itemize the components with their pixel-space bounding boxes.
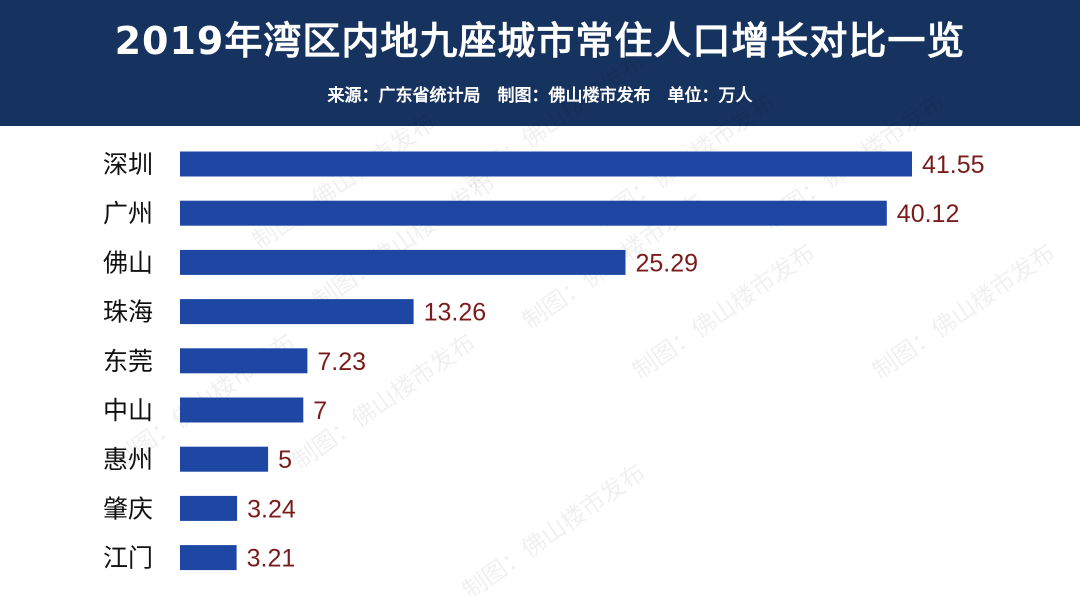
chart-header: 2019年湾区内地九座城市常住人口增长对比一览 来源：广东省统计局 制图：佛山楼…	[0, 0, 1080, 126]
bar	[180, 446, 269, 472]
chart-subtitle: 来源：广东省统计局 制图：佛山楼市发布 单位：万人	[327, 86, 753, 106]
bars-group: 深圳 41.55 广州 40.12 佛山 25.29 珠海 13.26 东莞 7.23 中山 7 惠州 5…	[103, 150, 985, 573]
bar	[180, 200, 887, 226]
bar	[180, 397, 304, 423]
value-label: 41.55	[922, 151, 985, 179]
bar	[180, 495, 238, 521]
watermark-text: 制图：佛山楼市发布	[457, 458, 650, 596]
value-label: 7.23	[317, 348, 366, 376]
value-label: 3.24	[247, 495, 296, 523]
watermark-text: 制图：佛山楼市发布	[867, 238, 1060, 385]
category-label: 肇庆	[103, 494, 153, 523]
bar	[180, 151, 912, 177]
category-label: 惠州	[103, 445, 153, 474]
category-label: 中山	[103, 396, 153, 425]
value-label: 13.26	[424, 299, 487, 327]
value-label: 5	[278, 446, 292, 474]
chart-title: 2019年湾区内地九座城市常住人口增长对比一览	[114, 19, 966, 63]
bar	[180, 545, 237, 571]
category-label: 深圳	[103, 150, 153, 179]
bar	[180, 249, 626, 275]
value-label: 7	[313, 397, 327, 425]
bar	[180, 348, 308, 374]
value-label: 25.29	[636, 249, 699, 277]
value-label: 3.21	[247, 545, 296, 573]
value-label: 40.12	[897, 200, 960, 228]
bar	[180, 299, 414, 325]
category-label: 东莞	[103, 347, 153, 376]
category-label: 佛山	[103, 248, 153, 277]
category-label: 江门	[103, 544, 153, 573]
category-label: 广州	[103, 199, 153, 228]
category-label: 珠海	[103, 298, 153, 327]
